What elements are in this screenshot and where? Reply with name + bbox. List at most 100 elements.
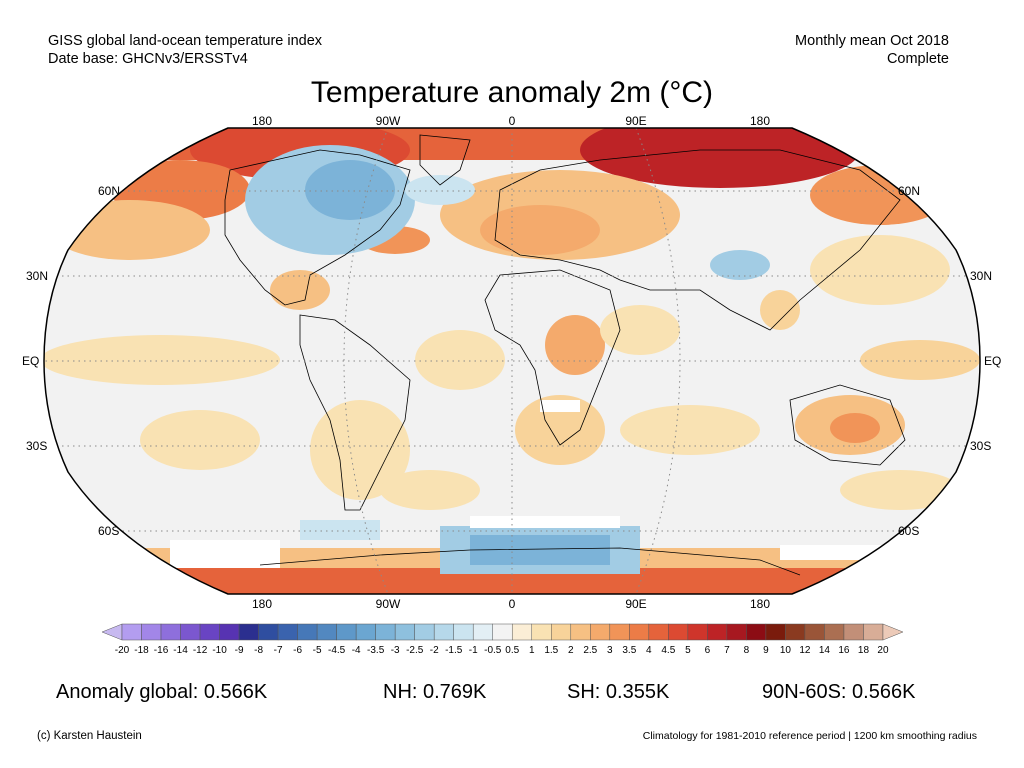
colorbar-swatch <box>355 623 376 641</box>
north-pacific-warm <box>50 200 210 260</box>
lon-label: 180 <box>750 114 770 128</box>
lat-label: 30N <box>26 269 48 283</box>
colorbar-swatch <box>297 623 318 641</box>
colorbar-tick-label: 7 <box>724 645 730 656</box>
southern-africa-warm <box>515 395 605 465</box>
lon-labels-top: 180 90W 0 90E 180 <box>252 114 770 128</box>
colorbar-tick-label: -10 <box>212 645 227 656</box>
colorbar-tick-label: 1 <box>529 645 535 656</box>
eurasia-outline <box>494 149 901 331</box>
colorbar-tick-label: 9 <box>763 645 769 656</box>
colorbar-swatch <box>668 623 689 641</box>
labrador-cool <box>405 175 475 205</box>
colorbar-swatch <box>629 623 650 641</box>
colorbar-swatch <box>160 623 181 641</box>
colorbar-swatch <box>785 623 806 641</box>
lat-label: 60S <box>98 524 119 538</box>
colorbar-tick-label: 8 <box>744 645 750 656</box>
colorbar-tick-label: -1.5 <box>445 645 463 656</box>
colorbar-swatch <box>121 623 142 641</box>
colorbar-swatch <box>277 623 298 641</box>
colorbar-swatch <box>394 623 415 641</box>
lon-label: 90W <box>376 597 401 611</box>
gridline-90e <box>635 128 681 594</box>
colorbar-tick-label: -2.5 <box>406 645 424 656</box>
colorbar-tick-label: 20 <box>877 645 889 656</box>
map-title: Temperature anomaly 2m (°C) <box>310 76 714 109</box>
lat-labels-right: 60N 30N EQ 30S 60S <box>898 184 1001 538</box>
colorbar-swatch <box>453 623 474 641</box>
northwest-pacific-warm <box>810 235 950 305</box>
colorbar-tick-label: 1.5 <box>544 645 558 656</box>
canada-cold <box>305 160 395 220</box>
graticule <box>44 128 980 594</box>
lat-label: EQ <box>984 354 1001 368</box>
antarctica-outline <box>259 547 801 576</box>
colorbar-swatch <box>414 623 435 641</box>
colorbar-tick-label: -5 <box>313 645 322 656</box>
colorbar-tick-label: 4 <box>646 645 652 656</box>
southern-ocean-cool <box>300 520 380 540</box>
lon-label: 180 <box>252 114 272 128</box>
australia-core-warm <box>830 413 880 443</box>
no-data-region-sea-ice <box>470 516 620 528</box>
colorbar-swatch <box>316 623 337 641</box>
south-america-outline <box>299 314 411 511</box>
stat-nh: NH: 0.769K <box>383 681 487 703</box>
colorbar-tick-label: 0.5 <box>505 645 519 656</box>
lat-label: 30S <box>970 439 991 453</box>
lat-label: EQ <box>22 354 39 368</box>
colorbar-tick-label: 4.5 <box>661 645 675 656</box>
colorbar-swatch <box>726 623 747 641</box>
colorbar-swatch <box>492 623 513 641</box>
colorbar-tick-label: -6 <box>293 645 302 656</box>
colorbar-swatch <box>746 623 767 641</box>
colorbar-swatch <box>531 623 552 641</box>
colorbar-tick-label: -18 <box>134 645 149 656</box>
no-data-region-east <box>780 545 900 560</box>
colorbar-swatch <box>551 623 572 641</box>
colorbar-tick-label: -4.5 <box>328 645 346 656</box>
colorbar-tick-label: -0.5 <box>484 645 502 656</box>
colorbar-swatch <box>590 623 611 641</box>
colorbar-tick-label: 12 <box>799 645 811 656</box>
southeast-asia-warm <box>760 290 800 330</box>
data-base-label: Date base: GHCNv3/ERSSTv4 <box>48 51 248 67</box>
colorbar-swatch <box>570 623 591 641</box>
lat-label: 60S <box>898 524 919 538</box>
colorbar: -20 -18 -16 -14 -12 -10 -9 -8 -7 -6 -5 -4.5 -4 -3.5 -3… <box>101 623 904 656</box>
europe-core-warm <box>480 205 600 255</box>
colorbar-swatch <box>707 623 728 641</box>
colorbar-swatch <box>199 623 220 641</box>
colorbar-tick-label: 16 <box>838 645 850 656</box>
atlantic-tropical-warm <box>415 330 505 390</box>
colorbar-tick-label: 2.5 <box>583 645 597 656</box>
no-data-region-africa <box>540 400 580 412</box>
colorbar-swatch <box>141 623 162 641</box>
lat-label: 30N <box>970 269 992 283</box>
colorbar-swatch <box>180 623 201 641</box>
tasman-warm <box>840 470 960 510</box>
lat-label: 30S <box>26 439 47 453</box>
period-label: Monthly mean Oct 2018 <box>795 33 949 49</box>
colorbar-tick-label: -3 <box>391 645 400 656</box>
colorbar-swatch <box>882 623 904 641</box>
gridline-90w <box>343 128 389 594</box>
colorbar-tick-label: -9 <box>235 645 244 656</box>
colorbar-swatch <box>765 623 786 641</box>
colorbar-tick-label: 3 <box>607 645 613 656</box>
colorbar-tick-label: -3.5 <box>367 645 385 656</box>
stat-global: Anomaly global: 0.566K <box>56 681 268 703</box>
colorbar-swatch <box>375 623 396 641</box>
africa-warm <box>545 315 605 375</box>
colorbar-swatch <box>238 623 259 641</box>
dataset-title: GISS global land-ocean temperature index <box>48 33 323 49</box>
no-data-region-west <box>170 540 280 568</box>
colorbar-tick-label: 3.5 <box>622 645 636 656</box>
colorbar-swatch <box>863 623 884 641</box>
south-america-warm <box>310 400 410 500</box>
greenland-outline <box>419 134 471 186</box>
lon-label: 90W <box>376 114 401 128</box>
colorbar-tick-label: -2 <box>430 645 439 656</box>
